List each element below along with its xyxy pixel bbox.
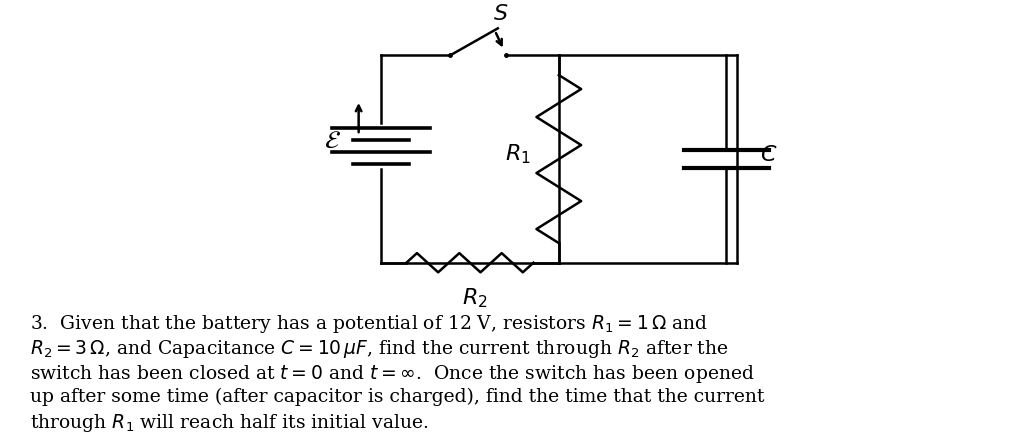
Text: $R_1$: $R_1$ — [505, 143, 531, 166]
Text: up after some time (after capacitor is charged), find the time that the current: up after some time (after capacitor is c… — [30, 388, 765, 406]
Text: $R_2 = 3\,\Omega$, and Capacitance $C = 10\,\mu F$, find the current through $R_: $R_2 = 3\,\Omega$, and Capacitance $C = … — [30, 338, 729, 360]
Text: $\mathcal{E}$: $\mathcal{E}$ — [324, 130, 340, 153]
Text: switch has been closed at $t = 0$ and $t = \infty$.  Once the switch has been op: switch has been closed at $t = 0$ and $t… — [30, 363, 755, 385]
Text: $C$: $C$ — [760, 144, 778, 166]
Text: 3.  Given that the battery has a potential of 12 V, resistors $R_1 = 1\,\Omega$ : 3. Given that the battery has a potentia… — [30, 313, 708, 335]
Text: $R_2$: $R_2$ — [462, 287, 488, 310]
Text: $S$: $S$ — [493, 3, 509, 25]
Text: through $R_1$ will reach half its initial value.: through $R_1$ will reach half its initia… — [30, 412, 429, 434]
